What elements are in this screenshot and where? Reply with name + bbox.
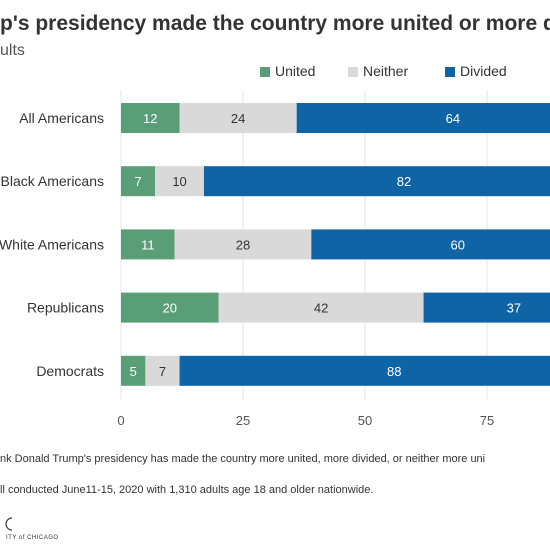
bar-segment-neither [155, 166, 204, 197]
data-label-neither: 10 [172, 174, 186, 189]
bar-segment-divided [311, 229, 550, 260]
data-label-divided: 60 [450, 237, 464, 252]
x-tick-label: 25 [236, 413, 250, 428]
data-label-united: 20 [163, 301, 177, 316]
bar-segment-neither [174, 229, 312, 260]
footnote-question: nk Donald Trump's presidency has made th… [0, 453, 486, 465]
bar-segment-divided [296, 103, 550, 133]
university-logo: ITY of CHICAGO [0, 515, 60, 545]
data-label-united: 7 [134, 174, 141, 189]
data-label-neither: 7 [159, 364, 166, 379]
bar-segment-united [121, 229, 175, 260]
chart-subtitle: ults [0, 42, 25, 59]
category-label: Republicans [27, 300, 104, 316]
legend-swatch-neither [348, 67, 358, 77]
logo-text: ITY of CHICAGO [6, 535, 59, 541]
bar-segment-united [121, 355, 146, 386]
logo-mark-icon [5, 517, 13, 531]
x-tick-label: 0 [117, 413, 124, 428]
bar-segment-neither [179, 103, 297, 133]
legend-label-divided: Divided [460, 63, 507, 79]
data-label-united: 5 [130, 364, 137, 379]
legend-label-united: United [275, 63, 316, 79]
data-label-divided: 88 [387, 364, 401, 379]
bar-segment-divided [179, 355, 550, 386]
data-label-neither: 28 [236, 237, 250, 252]
bar-segment-neither [145, 355, 180, 386]
data-label-divided: 82 [397, 174, 411, 189]
category-label: Black Americans [1, 173, 104, 189]
legend-swatch-united [260, 67, 270, 77]
bar-segment-united [121, 166, 156, 197]
x-tick-label: 75 [480, 413, 494, 428]
category-label: White Americans [0, 236, 104, 252]
bar-segment-neither [218, 292, 424, 323]
footnote-methodology: ll conducted June11-15, 2020 with 1,310 … [0, 484, 374, 496]
bar-segment-divided [423, 292, 550, 323]
bar-segment-united [121, 103, 180, 133]
bar-segment-united [121, 292, 219, 323]
data-label-united: 12 [143, 111, 157, 126]
legend-label-neither: Neither [363, 63, 409, 79]
bar-segment-divided [203, 166, 550, 197]
data-label-neither: 24 [231, 111, 245, 126]
chart-title: p's presidency made the country more uni… [0, 12, 550, 35]
legend-swatch-divided [445, 67, 455, 77]
category-label: Democrats [36, 363, 104, 379]
category-label: All Americans [19, 110, 104, 126]
data-label-united: 11 [141, 237, 155, 252]
data-label-divided: 37 [507, 301, 521, 316]
x-tick-label: 50 [358, 413, 372, 428]
data-label-divided: 64 [446, 111, 460, 126]
data-label-neither: 42 [314, 301, 328, 316]
